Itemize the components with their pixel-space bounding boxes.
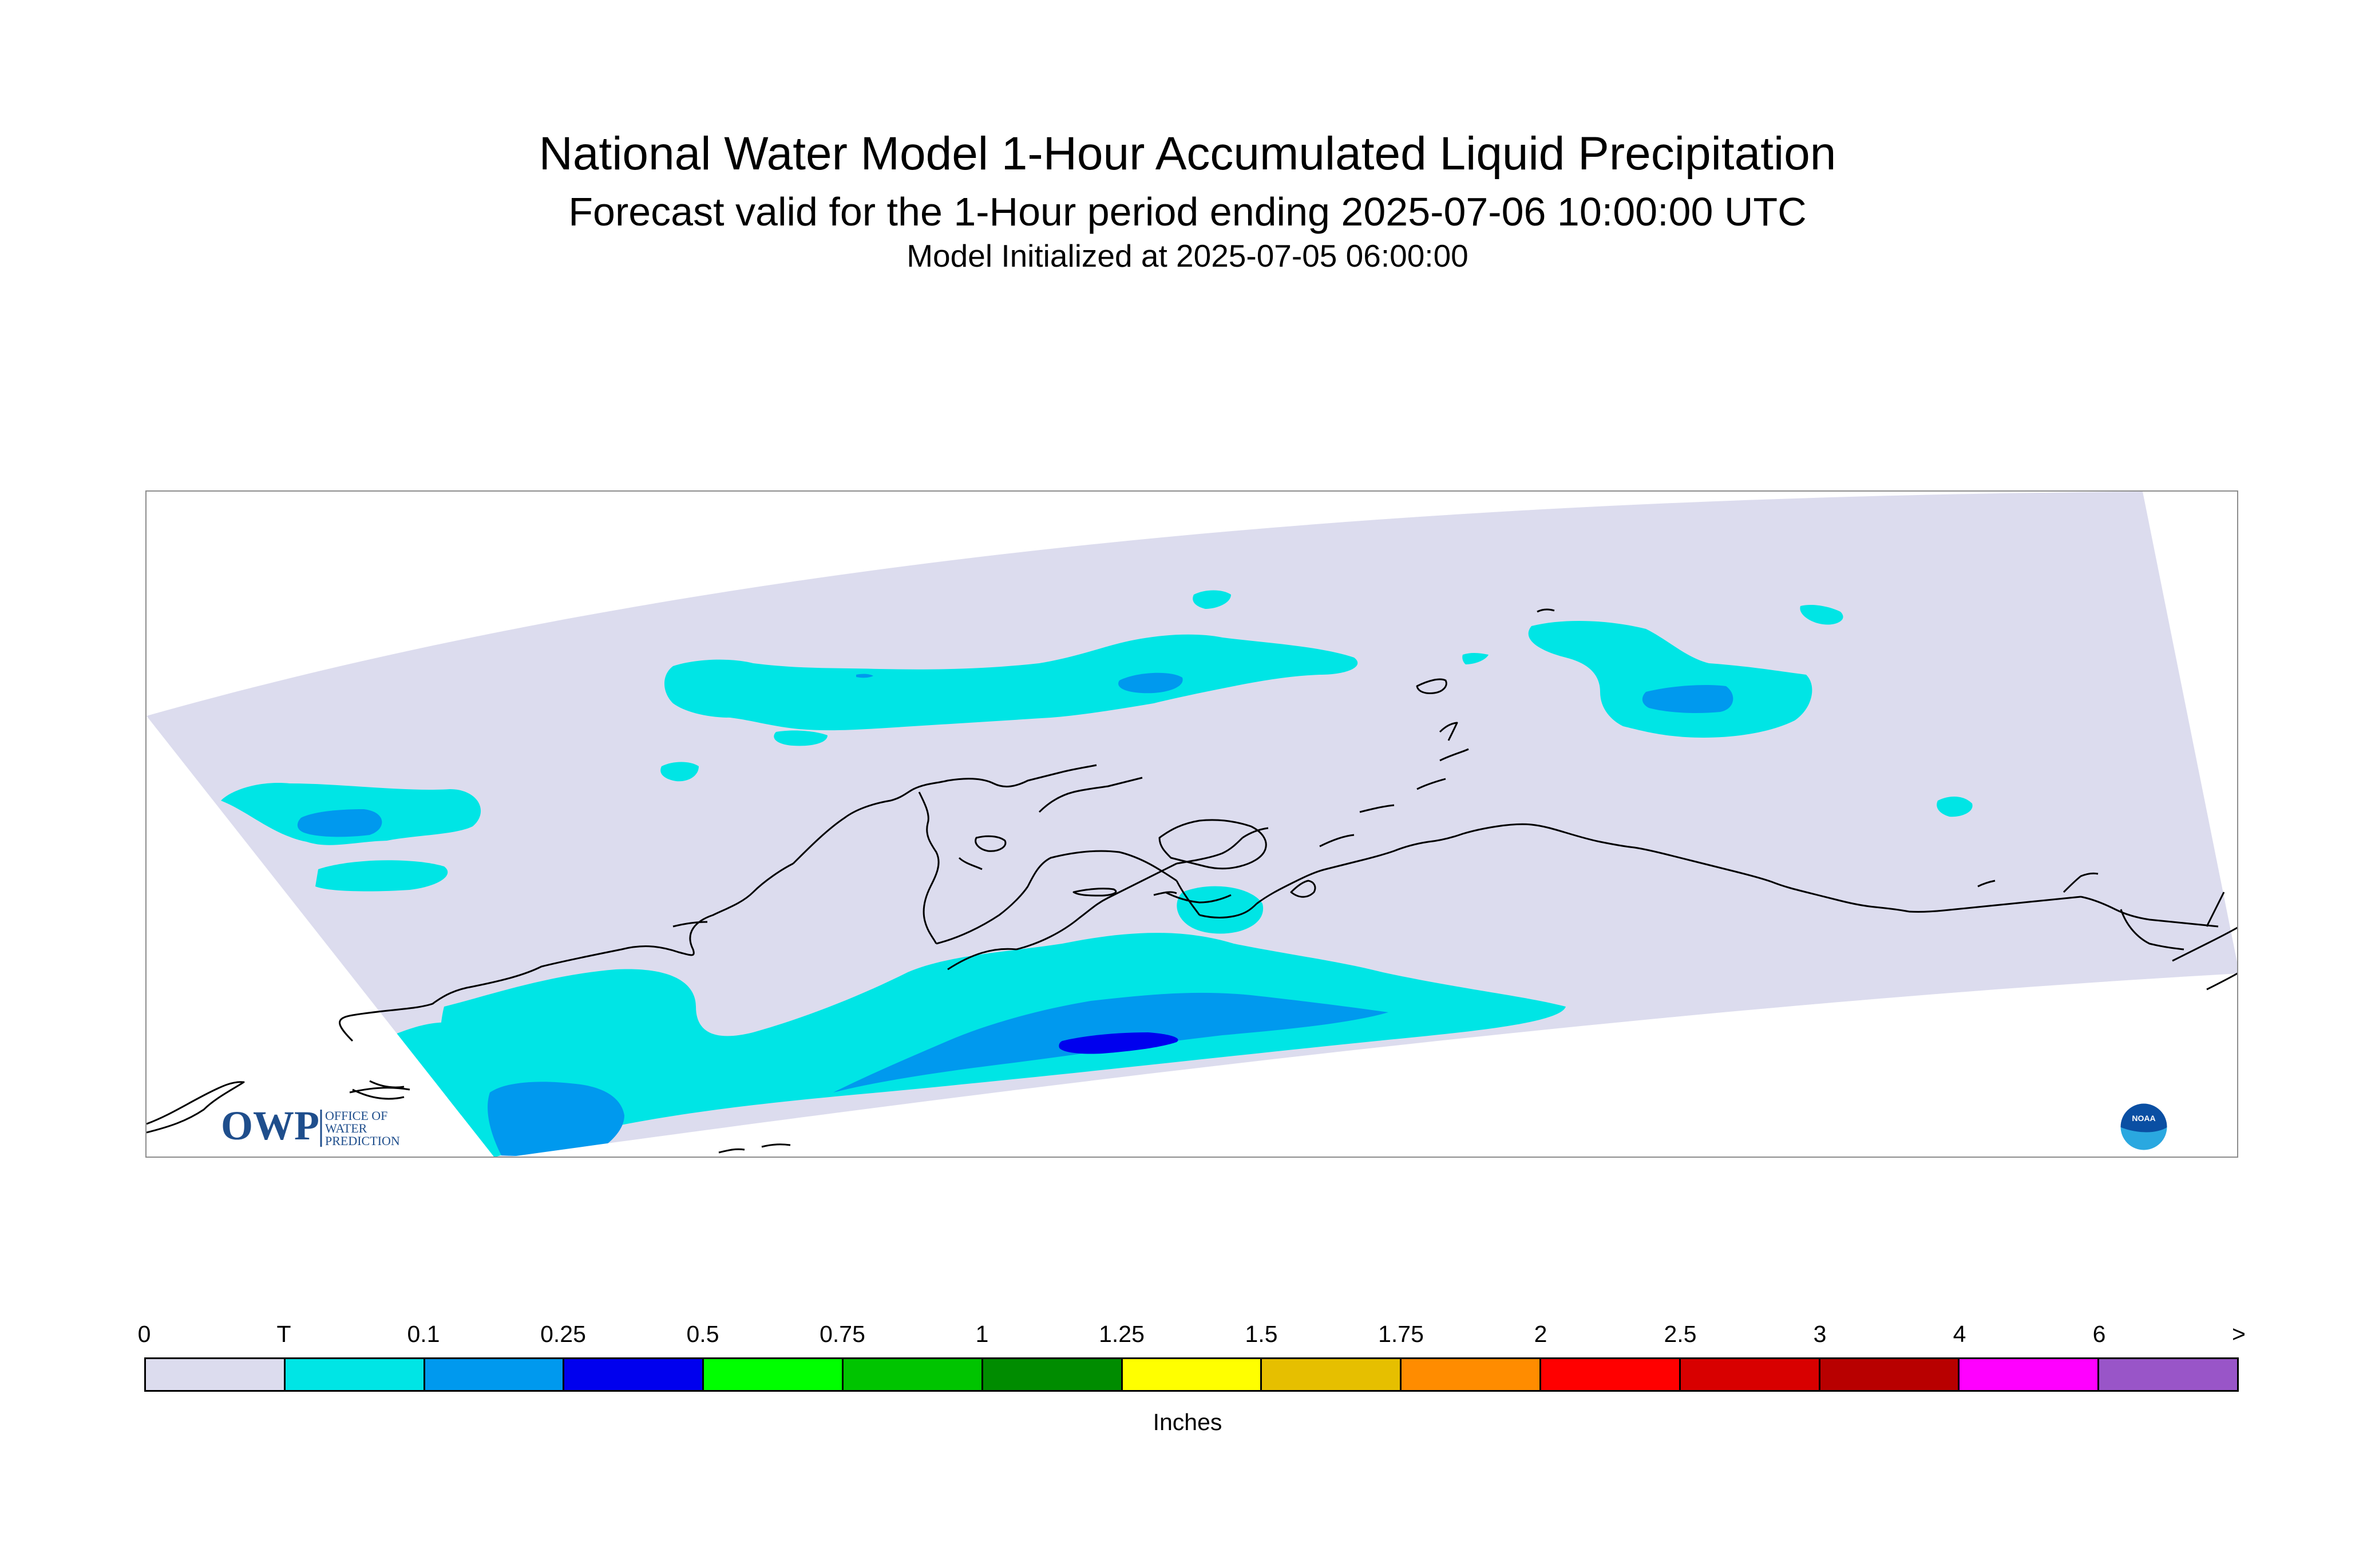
legend-swatch: [1122, 1359, 1262, 1390]
noaa-mark: NOAA: [2132, 1114, 2155, 1123]
precip-area-light: [1118, 672, 1183, 694]
legend-tick-label: >: [2232, 1321, 2246, 1347]
owp-line-2: WATER: [325, 1121, 367, 1135]
legend-swatch: [1402, 1359, 1541, 1390]
legend-tick-label: 1.75: [1378, 1321, 1424, 1347]
map-title: National Water Model 1-Hour Accumulated …: [539, 128, 1836, 180]
precip-area-trace: [664, 634, 1358, 731]
legend-tick-label: 0: [137, 1321, 151, 1347]
precip-area-light: [1642, 685, 1733, 714]
legend-swatch: [983, 1359, 1123, 1390]
owp-line-3: PREDICTION: [325, 1134, 400, 1148]
legend-tick-label: 0.25: [540, 1321, 586, 1347]
legend-tick-label: 2: [1534, 1321, 1547, 1347]
precip-area-trace: [774, 730, 828, 746]
legend-swatch: [285, 1359, 425, 1390]
legend-tick-label: 2.5: [1664, 1321, 1697, 1347]
legend-swatch: [843, 1359, 983, 1390]
precip-area-light: [297, 809, 382, 837]
precip-area-moderate: [1059, 1032, 1178, 1054]
legend-swatch: [704, 1359, 844, 1390]
precip-area-trace: [1462, 652, 1489, 664]
map-subtitle: Forecast valid for the 1-Hour period end…: [568, 189, 1807, 234]
precip-area-trace: [1528, 620, 1812, 738]
legend-swatch: [425, 1359, 565, 1390]
legend-swatch: [564, 1359, 704, 1390]
legend-tick-label: 0.75: [820, 1321, 865, 1347]
precip-area-trace: [1937, 797, 1973, 817]
precip-area-trace: [1800, 605, 1843, 625]
legend-tick-label: 1.25: [1099, 1321, 1145, 1347]
legend-swatch: [1680, 1359, 1820, 1390]
owp-mark: OWP: [221, 1103, 319, 1149]
coastlines: [147, 608, 2237, 1154]
legend-tick-label: 0.1: [407, 1321, 440, 1347]
legend-swatch: [1960, 1359, 2100, 1390]
precipitation-map: OWP OFFICE OF WATER PREDICTION NOAA: [145, 490, 2238, 1158]
legend-swatch: [146, 1359, 286, 1390]
legend-swatch: [1820, 1359, 1960, 1390]
owp-logo: OWP OFFICE OF WATER PREDICTION: [221, 1103, 400, 1149]
color-legend: 0 T 0.1 0.25 0.5 0.75 1 1.25 1.5 1.75 2 2.5 3 4 6 > Inc…: [0, 1310, 2375, 1448]
owp-line-1: OFFICE OF: [325, 1108, 387, 1123]
legend-tick-label: T: [276, 1321, 291, 1347]
legend-swatch: [1541, 1359, 1681, 1390]
legend-tick-label: 4: [1953, 1321, 1966, 1347]
precip-area-trace: [660, 762, 699, 782]
legend-swatch: [2099, 1359, 2237, 1390]
precip-area-trace: [1177, 886, 1264, 934]
precip-area-light: [856, 674, 873, 678]
precip-area-trace: [315, 860, 448, 892]
legend-tick-label: 6: [2092, 1321, 2106, 1347]
precip-area-trace: [340, 556, 649, 609]
legend-tick-label: 0.5: [686, 1321, 719, 1347]
precip-area-trace: [1193, 590, 1231, 609]
legend-swatch: [1262, 1359, 1402, 1390]
noaa-logo: NOAA: [2119, 1102, 2169, 1152]
precip-area-light: [488, 1082, 624, 1157]
model-init-time: Model Initialized at 2025-07-05 06:00:00: [907, 238, 1468, 274]
legend-tick-label: 1.5: [1245, 1321, 1278, 1347]
legend-colorbar: [144, 1357, 2239, 1392]
legend-units-label: Inches: [1153, 1409, 1222, 1435]
legend-tick-label: 3: [1813, 1321, 1827, 1347]
legend-tick-label: 1: [975, 1321, 989, 1347]
